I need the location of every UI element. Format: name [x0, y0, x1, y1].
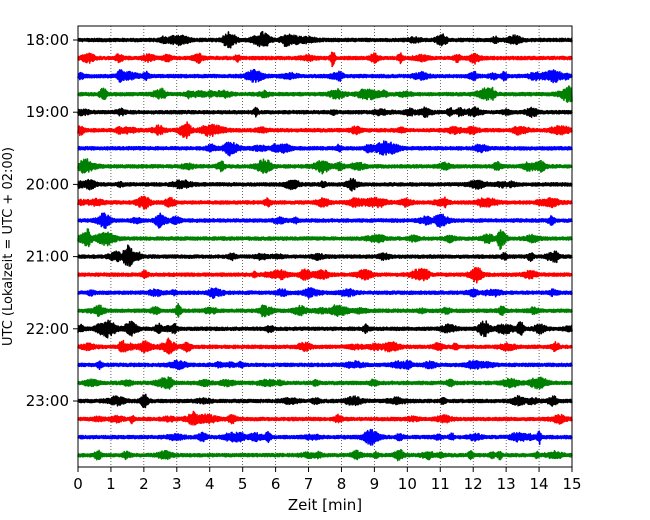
trace-line [77, 51, 573, 68]
trace-line [77, 68, 573, 84]
trace-line [77, 106, 573, 119]
x-tick-label: 8 [337, 475, 347, 493]
x-tick-label: 10 [398, 475, 417, 493]
trace-line [77, 30, 573, 49]
x-tick-label: 5 [238, 475, 248, 493]
trace-line [77, 228, 573, 251]
y-tick-label: 20:00 [26, 175, 69, 193]
x-tick-label: 6 [271, 475, 281, 493]
y-tick-label: 22:00 [26, 320, 69, 338]
x-tick-label: 14 [530, 475, 549, 493]
trace-line [77, 244, 573, 267]
x-tick-label: 0 [73, 475, 83, 493]
trace-line [77, 448, 573, 462]
x-tick-label: 15 [562, 475, 581, 493]
trace-group [77, 30, 573, 462]
trace-line [77, 287, 573, 299]
x-tick-label: 9 [370, 475, 380, 493]
trace-line [77, 359, 573, 371]
x-tick-label: 13 [497, 475, 516, 493]
trace-line [77, 177, 573, 192]
x-tick-label: 4 [205, 475, 215, 493]
trace-line [77, 337, 573, 355]
plot-frame [77, 25, 573, 468]
trace-line [77, 212, 573, 229]
trace-line [77, 140, 573, 157]
x-tick-label: 3 [172, 475, 182, 493]
y-tick-label: 23:00 [26, 392, 69, 410]
x-tick-label: 1 [106, 475, 116, 493]
y-tick-label: 18:00 [26, 31, 69, 49]
x-tick-label: 12 [464, 475, 483, 493]
y-tick-label: 19:00 [26, 103, 69, 121]
trace-line [77, 393, 573, 409]
trace-line [77, 85, 573, 103]
trace-line [77, 158, 573, 175]
trace-line [77, 121, 573, 140]
trace-line [77, 428, 573, 446]
trace-line [77, 410, 573, 426]
trace-line [77, 319, 573, 339]
y-axis: 18:00 19:00 20:00 21:00 22:00 23:00 [26, 31, 78, 410]
x-tick-label: 2 [139, 475, 149, 493]
x-tick-label: 7 [304, 475, 314, 493]
trace-line [77, 302, 573, 318]
trace-line [77, 195, 573, 210]
y-tick-label: 21:00 [26, 248, 69, 266]
trace-line [77, 376, 573, 390]
x-axis: 0 1 2 3 4 5 6 7 8 9 10 11 12 13 14 15 [73, 467, 582, 493]
x-axis-label: Zeit [min] [288, 496, 362, 514]
y-axis-label: UTC (Lokalzeit = UTC + 02:00) [1, 147, 16, 346]
trace-line [77, 266, 573, 284]
x-tick-label: 11 [431, 475, 450, 493]
